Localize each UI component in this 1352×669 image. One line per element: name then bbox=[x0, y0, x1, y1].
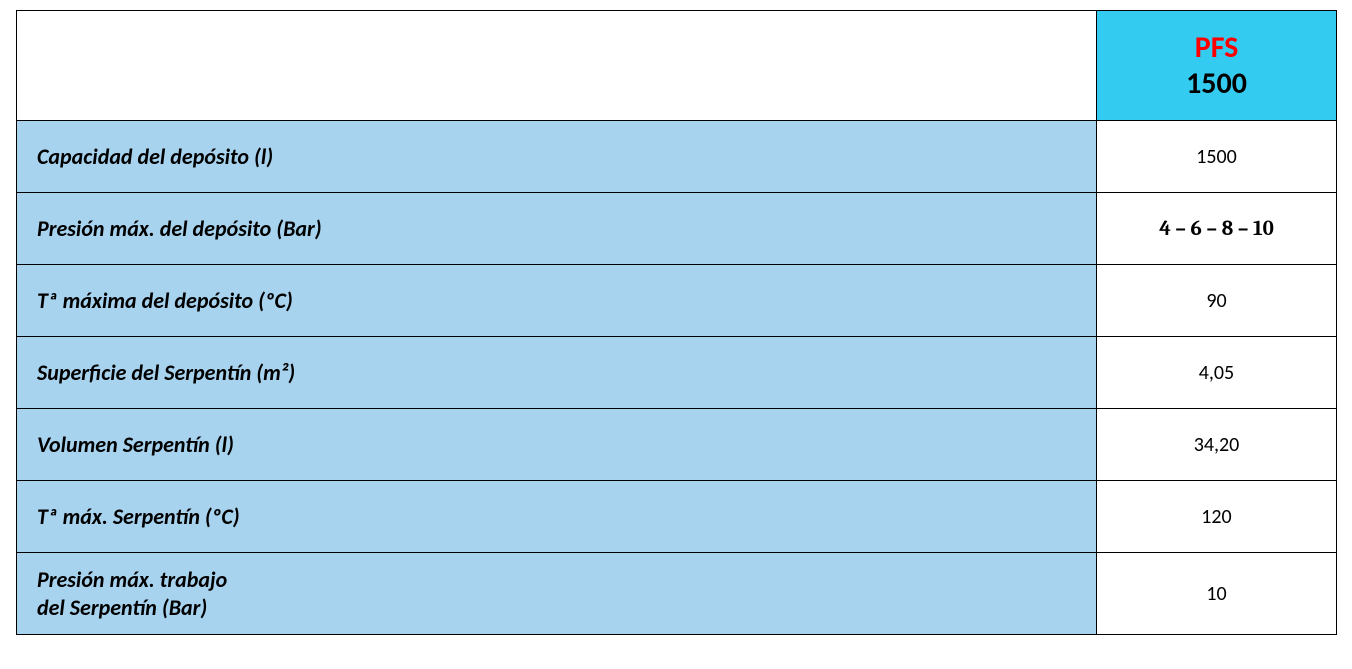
row-value: 4,05 bbox=[1097, 337, 1337, 409]
table-header-row: PFS 1500 bbox=[17, 11, 1337, 121]
row-label: Capacidad del depósito (l) bbox=[17, 121, 1097, 193]
row-value: 90 bbox=[1097, 265, 1337, 337]
row-value: 34,20 bbox=[1097, 409, 1337, 481]
model-code-top: PFS bbox=[1101, 30, 1332, 66]
row-value: 10 bbox=[1097, 553, 1337, 635]
table-row: Presión máx. trabajo del Serpentín (Bar)… bbox=[17, 553, 1337, 635]
model-header-cell: PFS 1500 bbox=[1097, 11, 1337, 121]
table-row: Tª máx. Serpentín (ºC) 120 bbox=[17, 481, 1337, 553]
blank-header-cell bbox=[17, 11, 1097, 121]
row-label: Presión máx. trabajo del Serpentín (Bar) bbox=[17, 553, 1097, 635]
row-label: Tª máx. Serpentín (ºC) bbox=[17, 481, 1097, 553]
table-row: Tª máxima del depósito (ºC) 90 bbox=[17, 265, 1337, 337]
table-row: Presión máx. del depósito (Bar) 4 – 6 – … bbox=[17, 193, 1337, 265]
table-row: Superficie del Serpentín (m²) 4,05 bbox=[17, 337, 1337, 409]
model-code-bottom: 1500 bbox=[1101, 66, 1332, 102]
row-value: 1500 bbox=[1097, 121, 1337, 193]
row-label: Volumen Serpentín (l) bbox=[17, 409, 1097, 481]
row-label: Tª máxima del depósito (ºC) bbox=[17, 265, 1097, 337]
row-value: 120 bbox=[1097, 481, 1337, 553]
table-row: Capacidad del depósito (l) 1500 bbox=[17, 121, 1337, 193]
row-label: Presión máx. del depósito (Bar) bbox=[17, 193, 1097, 265]
row-value: 4 – 6 – 8 – 10 bbox=[1097, 193, 1337, 265]
spec-table: PFS 1500 Capacidad del depósito (l) 1500… bbox=[16, 10, 1337, 635]
row-label: Superficie del Serpentín (m²) bbox=[17, 337, 1097, 409]
table-row: Volumen Serpentín (l) 34,20 bbox=[17, 409, 1337, 481]
